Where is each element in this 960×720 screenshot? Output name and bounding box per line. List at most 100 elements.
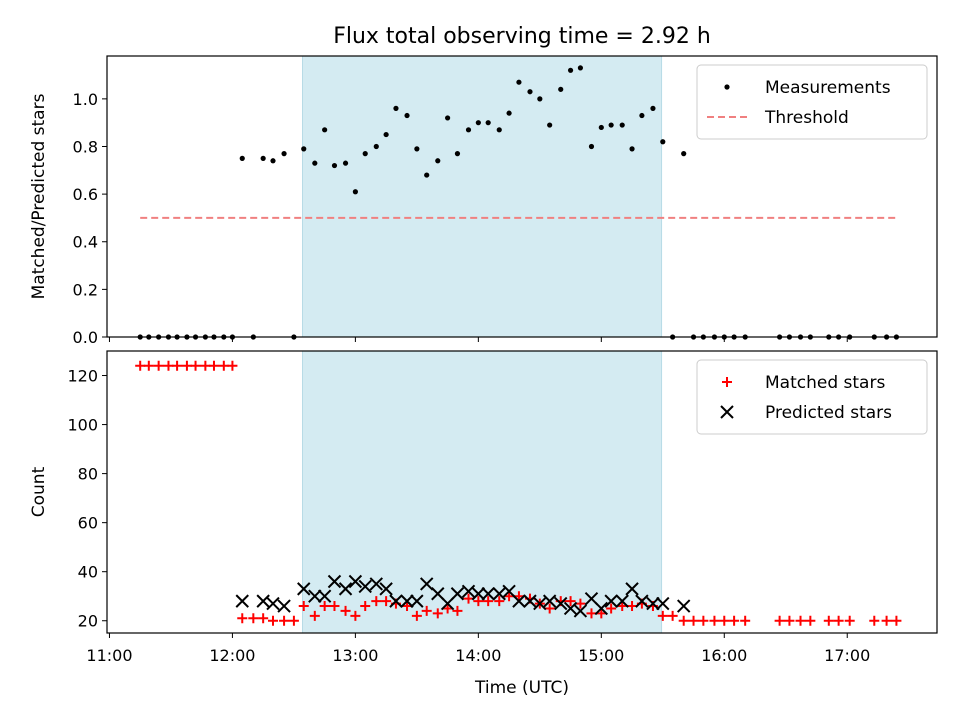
measurement-point bbox=[619, 122, 625, 128]
matched-stars-point bbox=[381, 596, 392, 607]
chart-title: Flux total observing time = 2.92 h bbox=[333, 24, 711, 49]
predicted-stars-point bbox=[573, 604, 588, 618]
matched-stars-point bbox=[740, 615, 751, 626]
predicted-stars-point bbox=[327, 574, 342, 589]
top-y-axis-label: Matched/Predicted stars bbox=[29, 93, 49, 299]
bottom-panel: 20 40 60 80 100 120 11:00 12:00 13:00 14:00 15:00 1… bbox=[29, 350, 938, 665]
matched-stars-point bbox=[709, 615, 720, 626]
top-axes-frame bbox=[106, 55, 938, 338]
predicted-stars-point bbox=[358, 579, 372, 594]
matched-stars-point bbox=[784, 615, 795, 626]
measurement-point bbox=[373, 143, 379, 150]
measurement-point bbox=[281, 151, 287, 157]
x-tick-label: 13:00 bbox=[332, 646, 378, 665]
predicted-stars-point bbox=[266, 596, 280, 611]
matched-stars-point bbox=[774, 615, 785, 626]
measurement-point bbox=[465, 127, 472, 133]
matched-stars-point bbox=[135, 360, 146, 371]
predicted-stars-point bbox=[369, 577, 383, 591]
x-axis-label: Time (UTC) bbox=[474, 678, 569, 698]
matched-stars-point bbox=[402, 601, 413, 612]
predicted-stars-point bbox=[512, 594, 526, 608]
matched-stars-point bbox=[667, 610, 678, 621]
predicted-stars-point bbox=[471, 587, 486, 601]
matched-stars-point bbox=[565, 596, 576, 607]
matched-stars-point bbox=[483, 596, 494, 607]
matched-stars-point bbox=[719, 615, 730, 626]
measurement-point bbox=[577, 65, 584, 71]
matched-stars-point bbox=[227, 360, 238, 371]
matched-stars-point bbox=[200, 360, 211, 371]
matched-stars-point bbox=[586, 608, 597, 619]
predicted-stars-point bbox=[419, 577, 434, 591]
measurement-point bbox=[424, 172, 430, 178]
measurement-point bbox=[567, 67, 574, 73]
predicted-stars-point bbox=[554, 596, 568, 611]
top-y-tick-label: 1.0 bbox=[73, 90, 98, 109]
x-tick-label: 16:00 bbox=[701, 646, 747, 665]
measurement-point bbox=[342, 160, 349, 166]
matched-stars-point bbox=[544, 603, 555, 614]
matched-stars-point bbox=[218, 360, 229, 371]
bottom-y-tick-label: 100 bbox=[67, 416, 98, 435]
predicted-stars-point bbox=[676, 599, 691, 613]
predicted-stars-point bbox=[297, 582, 311, 596]
measurement-point bbox=[485, 120, 491, 126]
measurement-point bbox=[270, 158, 276, 164]
matched-stars-point bbox=[421, 605, 432, 616]
matched-stars-point bbox=[869, 615, 880, 626]
matched-stars-point bbox=[181, 360, 192, 371]
predicted-stars-point bbox=[523, 594, 537, 608]
matched-stars-point bbox=[288, 615, 299, 626]
predicted-stars-point bbox=[277, 599, 291, 613]
measurement-point bbox=[598, 124, 604, 131]
bottom-y-tick-label: 60 bbox=[78, 514, 98, 533]
bottom-y-tick-label: 40 bbox=[78, 563, 98, 582]
measurement-point bbox=[312, 160, 318, 166]
measurement-point bbox=[393, 105, 399, 111]
top-legend-box bbox=[696, 64, 928, 140]
predicted-stars-point bbox=[492, 587, 506, 601]
top-shaded-span bbox=[302, 56, 662, 337]
measurement-point bbox=[239, 155, 245, 161]
measurement-point bbox=[537, 96, 543, 102]
measurement-point bbox=[301, 146, 307, 152]
predicted-stars-point bbox=[338, 582, 353, 596]
legend-label: Threshold bbox=[764, 108, 849, 128]
matched-stars-point bbox=[172, 360, 183, 371]
matched-stars-point bbox=[360, 601, 371, 612]
matched-stars-point bbox=[319, 601, 330, 612]
measurement-point bbox=[547, 122, 553, 128]
matched-stars-point bbox=[823, 615, 834, 626]
top-y-tick-label: 0.2 bbox=[73, 280, 98, 299]
measurement-point bbox=[475, 120, 481, 126]
predicted-stars-point bbox=[379, 582, 393, 596]
predicted-stars-point bbox=[348, 574, 363, 589]
matched-stars-point bbox=[833, 615, 844, 626]
matched-stars-point bbox=[298, 601, 309, 612]
matched-stars-point bbox=[698, 615, 709, 626]
measurement-point bbox=[558, 86, 564, 92]
matched-stars-point bbox=[891, 615, 902, 626]
matched-stars-point bbox=[411, 610, 422, 621]
matched-stars-point bbox=[329, 601, 340, 612]
top-y-tick-label: 0.6 bbox=[73, 185, 98, 204]
measurement-point bbox=[331, 162, 338, 169]
matched-stars-point bbox=[371, 596, 382, 607]
matched-stars-point bbox=[575, 598, 586, 609]
legend-marker-matched-stars bbox=[722, 377, 732, 387]
measurement-point bbox=[454, 151, 461, 157]
measurement-point bbox=[435, 158, 441, 164]
measurement-point bbox=[516, 79, 522, 85]
matched-stars-point bbox=[248, 613, 259, 624]
matched-stars-point bbox=[678, 615, 689, 626]
predicted-stars-point bbox=[410, 594, 424, 608]
measurement-point bbox=[527, 89, 533, 95]
matched-stars-point bbox=[627, 601, 638, 612]
matched-stars-point bbox=[190, 360, 201, 371]
bottom-y-tick-label: 120 bbox=[67, 367, 98, 386]
measurement-point bbox=[608, 122, 614, 128]
bottom-y-tick-label: 20 bbox=[78, 612, 98, 631]
measurement-point bbox=[414, 146, 420, 152]
